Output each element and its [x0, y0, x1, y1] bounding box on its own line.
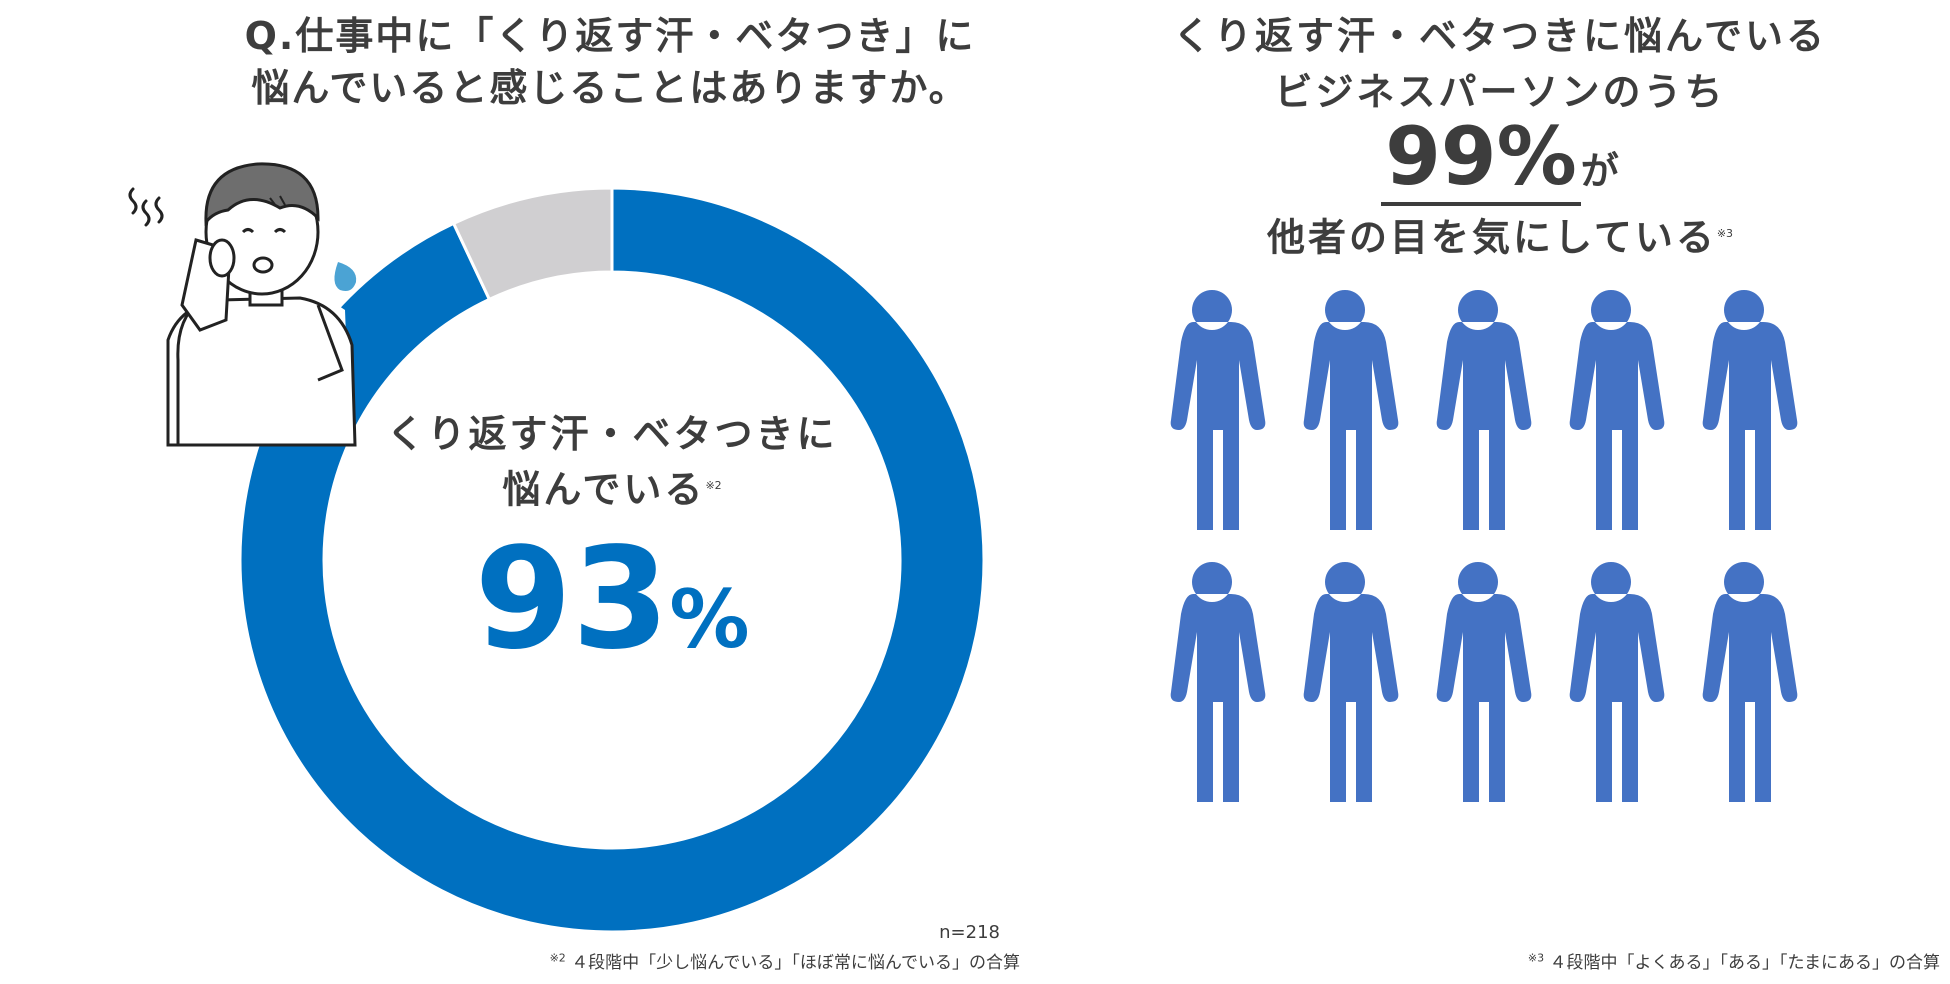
- right-percent-tail: が: [1580, 149, 1619, 193]
- question-line-1: Q.仕事中に「くり返す汗・ベタつき」に: [244, 14, 976, 58]
- donut-slice-worried: [238, 186, 986, 934]
- right-heading: くり返す汗・ベタつきに悩んでいる ビジネスパーソンのうち: [1140, 8, 1860, 120]
- donut-chart: [128, 162, 986, 934]
- person-icon: [1170, 290, 1266, 530]
- footnote-left-mark: ※2: [549, 951, 566, 965]
- person-icon: [1436, 290, 1532, 530]
- person-icon: [1303, 562, 1399, 802]
- person-icon: [1702, 290, 1798, 530]
- people-grid: [1170, 290, 1798, 802]
- footnote-right: ※3 ４段階中「よくある」「ある」「たまにある」の合算: [1420, 948, 1940, 973]
- right-percent-number: 99%: [1381, 112, 1581, 206]
- footnote-left: ※2 ４段階中「少し悩んでいる」「ほぼ常に悩んでいる」の合算: [500, 948, 1020, 973]
- footnote-right-mark: ※3: [1527, 951, 1545, 965]
- donut-percent-number: 93: [474, 518, 670, 681]
- person-icon: [1303, 290, 1399, 530]
- people-pictogram: [1170, 290, 1798, 802]
- right-percent-line: 99% が: [1140, 112, 1860, 206]
- right-heading-line-2: ビジネスパーソンのうち: [1274, 70, 1726, 114]
- sample-size-label: n=218: [939, 922, 1000, 943]
- donut-percent-value: 93%: [362, 525, 862, 675]
- right-subheading: 他者の目を気にしている※3: [1140, 206, 1860, 266]
- donut-slices: [238, 186, 986, 934]
- person-icon: [1569, 290, 1665, 530]
- question-line-2: 悩んでいると感じることはありますか。: [251, 66, 969, 110]
- center-label-line-2: 悩んでいる: [502, 467, 706, 512]
- donut-slice-other: [451, 186, 614, 302]
- footnote-right-text: ４段階中「よくある」「ある」「たまにある」の合算: [1549, 953, 1941, 973]
- right-subheading-text: 他者の目を気にしている: [1266, 215, 1717, 260]
- right-subheading-note-mark: ※3: [1716, 227, 1734, 240]
- person-icon: [1170, 562, 1266, 802]
- right-heading-line-1: くり返す汗・ベタつきに悩んでいる: [1172, 14, 1828, 58]
- donut-percent-unit: %: [669, 573, 750, 666]
- person-icon: [1436, 562, 1532, 802]
- person-wiping-sweat-icon: [128, 162, 357, 447]
- center-label-line-1: くり返す汗・ベタつきに: [386, 412, 838, 456]
- question-title: Q.仕事中に「くり返す汗・ベタつき」に 悩んでいると感じることはありますか。: [150, 10, 1070, 114]
- donut-center-label: くり返す汗・ベタつきに 悩んでいる※2: [362, 408, 862, 516]
- person-icon: [1569, 562, 1665, 802]
- footnote-left-text: ４段階中「少し悩んでいる」「ほぼ常に悩んでいる」の合算: [571, 953, 1020, 973]
- person-icon: [1702, 562, 1798, 802]
- center-label-note-mark: ※2: [705, 479, 722, 492]
